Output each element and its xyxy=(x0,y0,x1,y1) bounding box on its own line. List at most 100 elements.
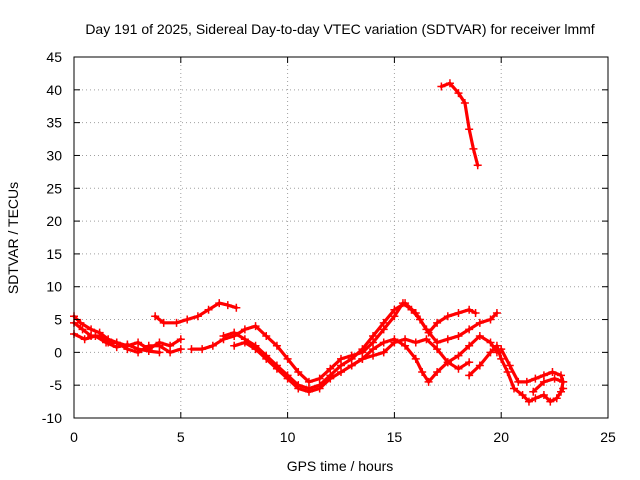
data-point xyxy=(223,301,232,310)
data-point xyxy=(401,335,410,344)
data-point xyxy=(418,368,427,377)
data-point xyxy=(411,308,420,317)
data-point xyxy=(531,394,540,403)
data-point xyxy=(155,348,164,357)
data-point xyxy=(294,384,303,393)
data-point xyxy=(557,387,566,396)
data-point xyxy=(454,308,463,317)
data-point xyxy=(475,331,484,340)
data-point xyxy=(294,368,303,377)
data-point xyxy=(172,318,181,327)
series-sat-d xyxy=(151,299,241,327)
data-point xyxy=(505,361,514,370)
data-point xyxy=(411,354,420,363)
y-tick-label: 35 xyxy=(46,115,62,131)
y-tick-label: 30 xyxy=(46,147,62,163)
data-point xyxy=(473,161,482,170)
data-point xyxy=(486,338,495,347)
data-point xyxy=(460,98,469,107)
data-point xyxy=(557,371,566,380)
data-point xyxy=(198,345,207,354)
data-point xyxy=(379,338,388,347)
data-point xyxy=(503,368,512,377)
data-point xyxy=(486,348,495,357)
data-point xyxy=(559,377,568,386)
data-point xyxy=(546,397,555,406)
series-sat-l xyxy=(529,374,568,396)
data-point xyxy=(465,341,474,350)
data-point xyxy=(304,387,313,396)
data-point xyxy=(251,322,260,331)
data-point xyxy=(548,368,557,377)
data-point xyxy=(539,391,548,400)
y-tick-label: 5 xyxy=(54,312,62,328)
data-point xyxy=(102,338,111,347)
series-trace xyxy=(221,301,499,391)
data-point xyxy=(215,299,224,308)
series-sat-h xyxy=(347,335,474,373)
y-tick-label: -5 xyxy=(50,377,63,393)
chart-title: Day 191 of 2025, Sidereal Day-to-day VTE… xyxy=(85,21,594,37)
data-point xyxy=(151,312,160,321)
data-point xyxy=(529,387,538,396)
data-point xyxy=(183,315,192,324)
data-point xyxy=(80,335,89,344)
data-point xyxy=(358,345,367,354)
plot-frame xyxy=(73,56,609,419)
data-point xyxy=(437,82,446,91)
y-tick-label: 0 xyxy=(54,344,62,360)
data-point xyxy=(390,338,399,347)
data-point xyxy=(262,354,271,363)
data-point xyxy=(475,318,484,327)
data-point xyxy=(454,89,463,98)
data-point xyxy=(454,331,463,340)
y-tick-label: 10 xyxy=(46,279,62,295)
data-point xyxy=(262,331,271,340)
data-point xyxy=(433,368,442,377)
data-point xyxy=(123,340,132,349)
data-point xyxy=(492,341,501,350)
y-tick-label: 25 xyxy=(46,180,62,196)
data-point xyxy=(91,331,100,340)
data-point xyxy=(550,374,559,383)
axis-ticks: 0 5 10 15 20 25 -10 -5 0 5 10 15 20 25 30 35 40 45 xyxy=(42,49,616,445)
data-point xyxy=(369,331,378,340)
data-point xyxy=(465,305,474,314)
data-point xyxy=(454,351,463,360)
y-tick-label: -10 xyxy=(42,410,62,426)
series-sat-k xyxy=(497,345,568,386)
data-point xyxy=(465,358,474,367)
data-point xyxy=(475,361,484,370)
data-point xyxy=(443,335,452,344)
data-point xyxy=(240,338,249,347)
data-point xyxy=(208,341,217,350)
y-tick-label: 20 xyxy=(46,213,62,229)
data-point xyxy=(443,312,452,321)
x-tick-label: 10 xyxy=(280,429,296,445)
data-point xyxy=(232,303,241,312)
data-point xyxy=(524,397,533,406)
series-sat-c xyxy=(70,329,164,357)
data-point xyxy=(112,343,121,352)
data-point xyxy=(379,348,388,357)
data-point xyxy=(78,325,87,334)
data-point xyxy=(219,331,228,340)
data-point xyxy=(518,391,527,400)
x-tick-label: 20 xyxy=(493,429,509,445)
data-point xyxy=(134,345,143,354)
data-point xyxy=(422,335,431,344)
x-tick-label: 25 xyxy=(600,429,616,445)
data-point xyxy=(315,384,324,393)
data-point xyxy=(422,325,431,334)
x-axis-label: GPS time / hours xyxy=(287,458,394,474)
y-axis-label: SDTVAR / TECUs xyxy=(5,182,21,294)
data-point xyxy=(465,371,474,380)
data-point xyxy=(552,394,561,403)
data-point xyxy=(390,305,399,314)
data-point xyxy=(272,341,281,350)
x-tick-label: 15 xyxy=(387,429,403,445)
data-point xyxy=(497,354,506,363)
data-point xyxy=(251,345,260,354)
data-point xyxy=(272,364,281,373)
